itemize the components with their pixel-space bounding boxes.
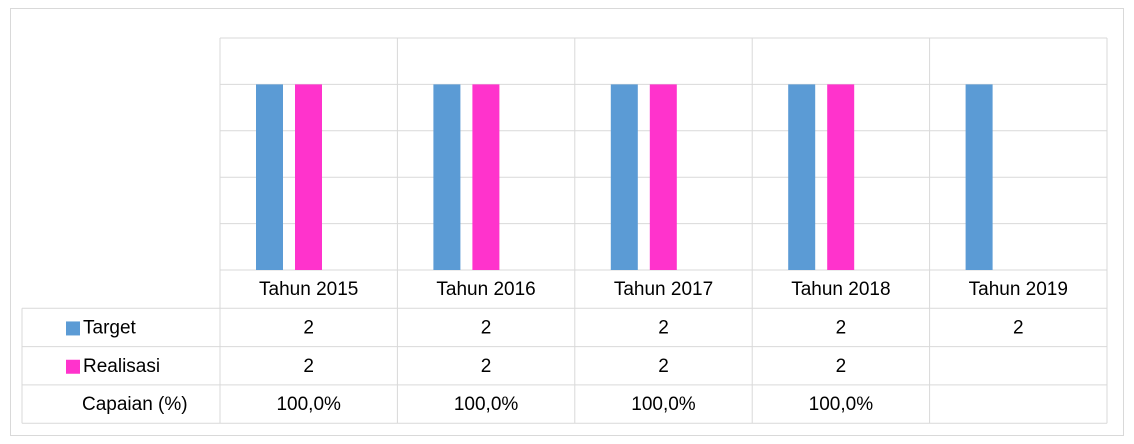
bar (649, 84, 677, 271)
bar (788, 84, 816, 271)
table-value: 2 (303, 317, 314, 338)
bar (433, 84, 461, 271)
legend-label: Target (83, 317, 137, 338)
category-label: Tahun 2017 (614, 279, 713, 300)
legend-label: Realisasi (83, 356, 160, 377)
legend-swatch (66, 359, 80, 374)
chart-border (10, 8, 1124, 436)
table-value: 100,0% (276, 394, 341, 415)
category-label: Tahun 2016 (436, 279, 535, 300)
table-value: 2 (481, 356, 492, 377)
table-value: 2 (303, 356, 314, 377)
legend-swatch (66, 321, 80, 336)
category-label: Tahun 2019 (969, 279, 1068, 300)
table-value: 2 (658, 356, 669, 377)
table-value: 2 (836, 356, 847, 377)
bar (472, 84, 500, 271)
bar (295, 84, 322, 271)
bar (610, 84, 638, 271)
table-value: 2 (481, 317, 492, 338)
table-value: 100,0% (454, 394, 519, 415)
bar (256, 84, 283, 271)
table-value: 2 (836, 317, 847, 338)
bar (965, 84, 993, 271)
category-label: Tahun 2015 (259, 279, 358, 300)
table-value: 2 (1013, 317, 1024, 338)
table-value: 100,0% (809, 394, 874, 415)
table-value: 100,0% (631, 394, 696, 415)
table-value: 2 (658, 317, 669, 338)
row-label: Capaian (%) (82, 394, 188, 415)
category-label: Tahun 2018 (791, 279, 890, 300)
bar (827, 84, 855, 271)
